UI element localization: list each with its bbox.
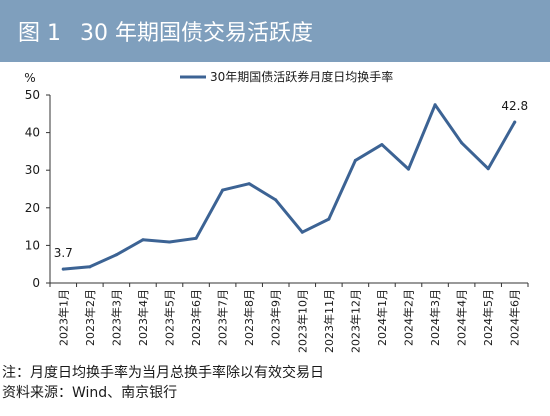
x-tick-label: 2023年9月 <box>269 289 283 346</box>
data-point <box>513 120 517 124</box>
data-point <box>300 230 304 234</box>
data-point <box>194 236 198 240</box>
y-axis-unit: % <box>24 71 35 85</box>
data-point <box>380 143 384 147</box>
data-point <box>274 198 278 202</box>
data-point <box>486 167 490 171</box>
figure-notes: 注：月度日均换手率为当月总换手率除以有效交易日 资料来源：Wind、南京银行 <box>0 363 550 403</box>
data-point <box>221 188 225 192</box>
data-point <box>168 240 171 244</box>
x-tick-label: 2023年7月 <box>216 289 230 346</box>
x-tick-label: 2024年6月 <box>508 289 522 346</box>
series-line <box>61 103 517 271</box>
data-point <box>61 267 65 271</box>
data-point <box>247 182 251 186</box>
data-point <box>460 141 464 145</box>
data-point <box>114 253 118 257</box>
data-point <box>141 238 145 242</box>
y-tick-label: 30 <box>25 163 40 177</box>
axes: 0 10 20 30 40 50 2023年1月 2023年2月 2023年3月 2023年4月 2… <box>25 88 529 353</box>
x-tick-label: 2023年5月 <box>163 289 177 346</box>
x-tick-label: 2023年11月 <box>322 289 336 353</box>
figure-label: 图 1 <box>18 21 61 46</box>
x-tick-label: 2023年10月 <box>295 289 309 353</box>
figure-note: 注：月度日均换手率为当月总换手率除以有效交易日 <box>2 365 324 381</box>
x-tick-label: 2023年6月 <box>189 289 203 346</box>
x-tick-label: 2023年12月 <box>348 289 362 353</box>
x-tick-label: 2024年3月 <box>428 289 442 346</box>
data-label: 3.7 <box>54 246 73 260</box>
x-tick-label: 2024年4月 <box>455 289 469 346</box>
x-tick-label: 2024年5月 <box>481 289 495 346</box>
figure-source: 资料来源：Wind、南京银行 <box>2 385 178 401</box>
x-tick-label: 2024年2月 <box>402 289 416 346</box>
data-point <box>353 158 357 162</box>
x-tick-label: 2023年2月 <box>83 289 97 346</box>
line-chart: 30年期国债活跃券月度日均换手率 % 0 10 20 30 40 50 2023年1月 202… <box>24 69 529 353</box>
series-marks: 3.7 42.8 <box>54 99 528 271</box>
plot-background <box>0 62 550 362</box>
data-point <box>407 167 410 171</box>
data-point <box>327 217 331 221</box>
x-tick-label: 2023年8月 <box>242 289 256 346</box>
legend: 30年期国债活跃券月度日均换手率 <box>180 69 393 84</box>
title-bar: 图 1 30 年期国债交易活跃度 <box>0 0 550 62</box>
y-tick-label: 10 <box>25 238 40 252</box>
y-tick-label: 50 <box>25 88 40 102</box>
y-tick-label: 40 <box>25 126 40 140</box>
legend-label: 30年期国债活跃券月度日均换手率 <box>210 69 393 84</box>
x-tick-label: 2024年1月 <box>375 289 389 346</box>
data-point <box>88 265 92 269</box>
data-label: 42.8 <box>501 99 528 113</box>
x-tick-label: 2023年3月 <box>109 289 123 346</box>
x-tick-label: 2023年1月 <box>56 289 70 346</box>
y-tick-label: 0 <box>32 276 40 290</box>
data-point <box>433 103 437 107</box>
x-tick-label: 2023年4月 <box>136 289 150 346</box>
y-tick-label: 20 <box>25 201 40 215</box>
figure-title: 30 年期国债交易活跃度 <box>80 21 313 46</box>
